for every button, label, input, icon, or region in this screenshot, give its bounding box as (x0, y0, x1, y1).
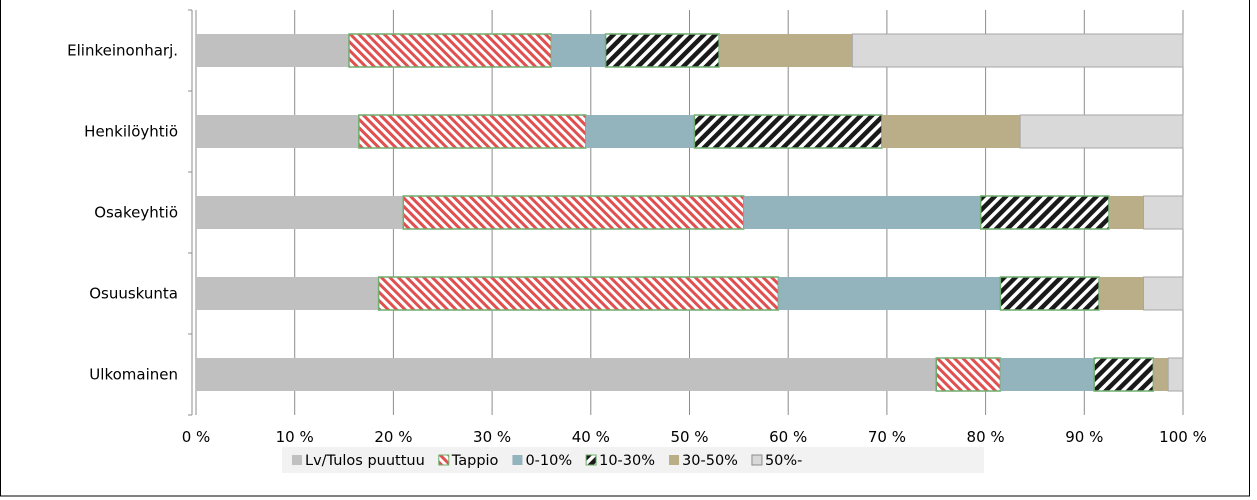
legend-swatch (438, 454, 450, 466)
bar-segment (1019, 114, 1184, 149)
bar-segment (1099, 277, 1144, 310)
category-label: Henkilöyhtiö (84, 123, 178, 141)
legend-swatch (512, 455, 523, 465)
x-tick-label: 60 % (769, 428, 807, 446)
bar-segment (1108, 196, 1144, 229)
x-tick-label: 20 % (374, 428, 412, 446)
x-tick-label: 40 % (572, 428, 610, 446)
category-label: Osakeyhtiö (94, 204, 178, 222)
x-tick-label: 70 % (868, 428, 906, 446)
legend-label: 10-30% (599, 453, 655, 469)
bar-segment (1143, 195, 1184, 230)
x-tick-label: 50 % (670, 428, 708, 446)
category-label: Elinkeinonharj. (67, 42, 178, 60)
legend-label: Tappio (451, 453, 499, 469)
bar-segment (402, 195, 745, 230)
bar-segment (604, 33, 720, 68)
bar-segment (935, 357, 1002, 392)
x-tick-label: 0 % (182, 428, 211, 446)
x-tick-label: 80 % (967, 428, 1005, 446)
legend-swatch (585, 454, 597, 466)
category-label: Ulkomainen (89, 366, 178, 384)
legend-swatch (751, 454, 763, 466)
bar-segment (196, 115, 359, 148)
bar-segment (693, 114, 883, 149)
legend-label: Lv/Tulos puuttuu (305, 453, 425, 469)
x-tick-label: 30 % (473, 428, 511, 446)
legend-swatch (292, 455, 302, 465)
bar-segment (551, 34, 606, 67)
legend-label: 30-50% (682, 453, 738, 469)
legend-label: 50%- (765, 453, 802, 469)
bar-segment (358, 114, 587, 149)
category-label: Osuuskunta (89, 285, 178, 303)
bar-segment (1143, 276, 1184, 311)
bar-segment (377, 276, 780, 311)
bar-segment (851, 33, 1184, 68)
bar-segment (585, 115, 695, 148)
bar-segment (1093, 357, 1155, 392)
bar-segment (1153, 358, 1169, 391)
bar-segment (348, 33, 553, 68)
bar-segment (1167, 357, 1184, 392)
bar-segment (196, 358, 937, 391)
x-tick-label: 100 % (1159, 428, 1207, 446)
bar-segment (196, 277, 379, 310)
bar-segment (979, 195, 1110, 230)
legend-box (282, 447, 984, 473)
bar-segment (881, 115, 1021, 148)
legend-label: 0-10% (525, 453, 572, 469)
bar-segment (778, 277, 1001, 310)
bar-segment (1000, 358, 1095, 391)
legend-swatch (669, 455, 680, 465)
bar-segment (999, 276, 1100, 311)
bar-segment (719, 34, 853, 67)
bar-segment (196, 196, 404, 229)
bar-segment (196, 34, 349, 67)
bar-segment (743, 196, 981, 229)
x-tick-label: 90 % (1065, 428, 1103, 446)
x-tick-label: 10 % (276, 428, 314, 446)
